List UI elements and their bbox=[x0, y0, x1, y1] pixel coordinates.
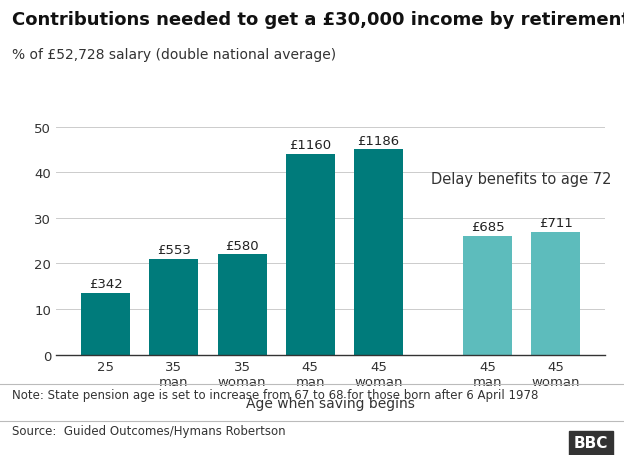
Bar bbox=[463, 237, 512, 355]
Text: % of £52,728 salary (double national average): % of £52,728 salary (double national ave… bbox=[12, 48, 336, 62]
Text: £1160: £1160 bbox=[289, 139, 331, 152]
Text: Note: State pension age is set to increase from 67 to 68 for those born after 6 : Note: State pension age is set to increa… bbox=[12, 388, 539, 401]
Bar bbox=[149, 259, 198, 355]
Text: Delay benefits to age 72: Delay benefits to age 72 bbox=[431, 172, 612, 187]
Text: £342: £342 bbox=[89, 278, 122, 291]
Text: £685: £685 bbox=[470, 221, 504, 234]
Text: Contributions needed to get a £30,000 income by retirement: Contributions needed to get a £30,000 in… bbox=[12, 11, 624, 29]
Bar bbox=[81, 293, 130, 355]
Bar bbox=[218, 255, 266, 355]
Bar bbox=[286, 155, 335, 355]
Text: £553: £553 bbox=[157, 243, 191, 257]
Text: £711: £711 bbox=[539, 216, 573, 229]
Text: £1186: £1186 bbox=[358, 134, 399, 147]
Text: BBC: BBC bbox=[574, 435, 608, 450]
Bar bbox=[531, 232, 580, 355]
Bar bbox=[354, 150, 403, 355]
X-axis label: Age when saving begins: Age when saving begins bbox=[246, 396, 415, 410]
Text: £580: £580 bbox=[225, 239, 259, 252]
Text: Source:  Guided Outcomes/Hymans Robertson: Source: Guided Outcomes/Hymans Robertson bbox=[12, 424, 286, 437]
